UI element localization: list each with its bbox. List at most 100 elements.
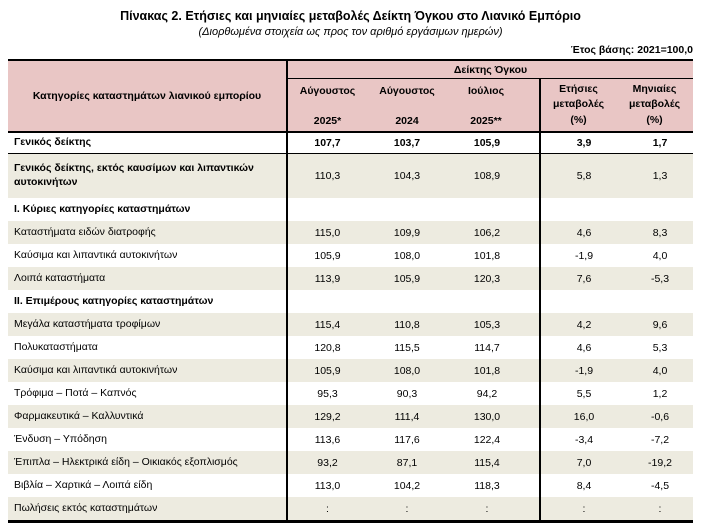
cell: -1,9 [539,359,616,382]
cell: 104,2 [367,474,447,497]
column-header-monthly-change: Μηνιαίες μεταβολές (%) [616,78,694,133]
cell: 110,3 [286,153,367,198]
row-label: Πωλήσεις εκτός καταστημάτων [8,497,287,522]
base-year-note: Έτος βάσης: 2021=100,0 [570,44,693,56]
cell: -4,5 [616,474,694,497]
cell: : [367,497,447,522]
cell: 113,6 [286,428,367,451]
row-label: Γενικός δείκτης [8,132,287,154]
cell: 5,5 [539,382,616,405]
cell: 9,6 [616,313,694,336]
table-row: Φαρμακευτικά – Καλλυντικά 129,2 111,4 13… [8,405,694,428]
column-header-annual-change: Ετήσιες μεταβολές (%) [539,78,616,133]
cell: 117,6 [367,428,447,451]
table-row: Καύσιμα και λιπαντικά αυτοκινήτων 105,9 … [8,244,694,267]
column-header-line: μεταβολές [552,98,605,111]
section-label: ΙΙ. Επιμέρους κατηγορίες καταστημάτων [8,290,287,313]
cell [367,290,447,313]
cell: 4,6 [539,336,616,359]
row-label: Ένδυση – Υπόδηση [8,428,287,451]
column-header-line: 2024 [395,114,419,127]
cell: : [447,497,540,522]
cell [367,198,447,221]
cell [539,290,616,313]
column-header-line: Ετήσιες [559,83,598,96]
column-header-line: (%) [570,113,587,126]
cell: 108,0 [367,244,447,267]
cell: 105,9 [286,359,367,382]
cell: 130,0 [447,405,540,428]
cell: 16,0 [539,405,616,428]
group-header: Δείκτης Όγκου [285,60,694,79]
section-row-sub-categories: ΙΙ. Επιμέρους κατηγορίες καταστημάτων [8,290,694,313]
table-row: Καταστήματα ειδών διατροφής 115,0 109,9 … [8,221,694,244]
cell: 105,9 [286,244,367,267]
cell: 7,0 [539,451,616,474]
cell: 101,8 [447,244,540,267]
cell [616,290,694,313]
cell: 7,6 [539,267,616,290]
table-row-general-excl-fuel: Γενικός δείκτης, εκτός καυσίμων και λιπα… [8,153,694,198]
row-label: Πολυκαταστήματα [8,336,287,359]
cell: 5,3 [616,336,694,359]
cell [286,198,367,221]
cell: 107,7 [286,132,367,154]
volume-index-table: Κατηγορίες καταστημάτων λιανικού εμπορίο… [8,59,694,523]
cell: 109,9 [367,221,447,244]
column-header-aug-2025: Αύγουστος 2025* [286,78,367,133]
column-header-row: Αύγουστος 2025* Αύγουστος 2024 Ιούλιος 2025… [8,78,694,133]
table-row-general-index: Γενικός δείκτης 107,7 103,7 105,9 3,9 1,… [8,132,694,154]
row-label: Μεγάλα καταστήματα τροφίμων [8,313,287,336]
cell: 101,8 [447,359,540,382]
table-row: Μεγάλα καταστήματα τροφίμων 115,4 110,8 … [8,313,694,336]
table-row: Ένδυση – Υπόδηση 113,6 117,6 122,4 -3,4 … [8,428,694,451]
cell: 113,0 [286,474,367,497]
cell: -0,6 [616,405,694,428]
cell: 105,9 [447,132,540,154]
cell: -5,3 [616,267,694,290]
column-header-line: 2025** [470,114,502,127]
cell: 94,2 [447,382,540,405]
cell [286,290,367,313]
table-row: Πολυκαταστήματα 120,8 115,5 114,7 4,6 5,… [8,336,694,359]
cell: 4,6 [539,221,616,244]
cell: 103,7 [367,132,447,154]
cell: 3,9 [539,132,616,154]
category-column-header: Κατηγορίες καταστημάτων λιανικού εμπορίο… [8,60,287,133]
column-header-line: Αύγουστος [379,84,435,97]
cell [447,290,540,313]
section-row-main-categories: Ι. Κύριες κατηγορίες καταστημάτων [8,198,694,221]
cell: 115,4 [286,313,367,336]
cell: 129,2 [286,405,367,428]
column-header-jul-2025: Ιούλιος 2025** [447,78,540,133]
cell: -1,9 [539,244,616,267]
cell: 111,4 [367,405,447,428]
column-header-line: μεταβολές [628,98,681,111]
page-subtitle: (Διορθωμένα στοιχεία ως προς τον αριθμό … [198,26,503,38]
cell [539,198,616,221]
row-label: Λοιπά καταστήματα [8,267,287,290]
cell: 115,0 [286,221,367,244]
cell: 120,3 [447,267,540,290]
cell: -19,2 [616,451,694,474]
cell: 108,9 [447,153,540,198]
column-header-aug-2024: Αύγουστος 2024 [367,78,447,133]
row-label: Φαρμακευτικά – Καλλυντικά [8,405,287,428]
row-label: Βιβλία – Χαρτικά – Λοιπά είδη [8,474,287,497]
cell: 8,3 [616,221,694,244]
cell: 90,3 [367,382,447,405]
cell: 104,3 [367,153,447,198]
cell: 8,4 [539,474,616,497]
column-header-line: Μηνιαίες [632,83,677,96]
cell: 1,2 [616,382,694,405]
cell: 87,1 [367,451,447,474]
cell: 120,8 [286,336,367,359]
cell: 5,8 [539,153,616,198]
cell: 118,3 [447,474,540,497]
cell: 122,4 [447,428,540,451]
row-label: Καύσιμα και λιπαντικά αυτοκινήτων [8,359,287,382]
cell: -3,4 [539,428,616,451]
table-row: Τρόφιμα – Ποτά – Καπνός 95,3 90,3 94,2 5… [8,382,694,405]
column-header-line: Αύγουστος [299,84,356,97]
cell: : [539,497,616,522]
